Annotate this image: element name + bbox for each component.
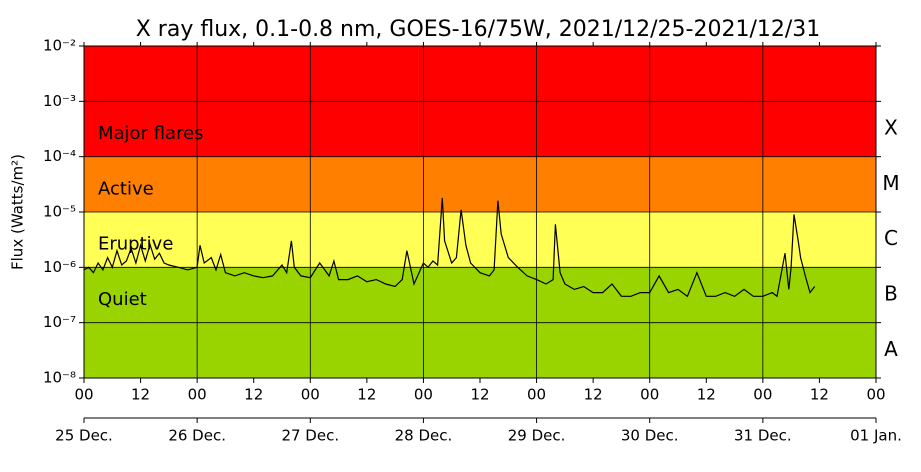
x-tick-label: 12: [357, 386, 376, 404]
band-label: Quiet: [98, 289, 147, 310]
x-tick-label: 12: [470, 386, 489, 404]
x-tick-label: 12: [584, 386, 603, 404]
x-tick-label: 12: [244, 386, 263, 404]
class-label: M: [882, 171, 899, 195]
band: [84, 212, 876, 268]
x-tick-label: 12: [697, 386, 716, 404]
x-tick-label: 00: [74, 386, 93, 404]
day-tick-label: 26 Dec.: [168, 427, 226, 445]
band-label: Eruptive: [98, 234, 173, 255]
chart-title: X ray flux, 0.1-0.8 nm, GOES-16/75W, 202…: [136, 17, 821, 42]
x-tick-label: 00: [301, 386, 320, 404]
band-label: Major flares: [98, 123, 204, 144]
day-tick-label: 01 Jan.: [850, 427, 902, 445]
y-tick-label: 10⁻³: [43, 92, 76, 110]
class-label: C: [884, 226, 898, 250]
day-tick-label: 31 Dec.: [734, 427, 792, 445]
day-tick-label: 28 Dec.: [395, 427, 453, 445]
plot-frame: [83, 45, 877, 379]
y-tick-label: 10⁻²: [43, 37, 76, 55]
class-label: A: [884, 337, 898, 361]
x-tick-label: 00: [188, 386, 207, 404]
band-label: Active: [98, 178, 154, 199]
x-tick-label: 12: [810, 386, 829, 404]
y-tick-label: 10⁻⁴: [43, 147, 76, 165]
day-tick-label: 29 Dec.: [508, 427, 566, 445]
x-tick-label: 00: [866, 386, 885, 404]
y-tick-label: 10⁻⁵: [43, 203, 76, 221]
class-label: X: [884, 116, 898, 140]
flux-line: [83, 197, 816, 298]
x-tick-label: 00: [640, 386, 659, 404]
day-tick-label: 25 Dec.: [55, 427, 113, 445]
x-tick-label: 12: [131, 386, 150, 404]
day-tick-label: 30 Dec.: [621, 427, 679, 445]
day-tick-label: 27 Dec.: [281, 427, 339, 445]
band: [84, 156, 876, 212]
x-tick-label: 00: [527, 386, 546, 404]
class-label: B: [884, 282, 898, 306]
x-tick-label: 00: [414, 386, 433, 404]
y-axis-label: Flux (Watts/m²): [9, 154, 27, 270]
y-tick-label: 10⁻⁷: [43, 313, 76, 331]
y-tick-label: 10⁻⁸: [43, 369, 76, 387]
y-tick-label: 10⁻⁶: [43, 258, 76, 276]
x-tick-label: 00: [753, 386, 772, 404]
